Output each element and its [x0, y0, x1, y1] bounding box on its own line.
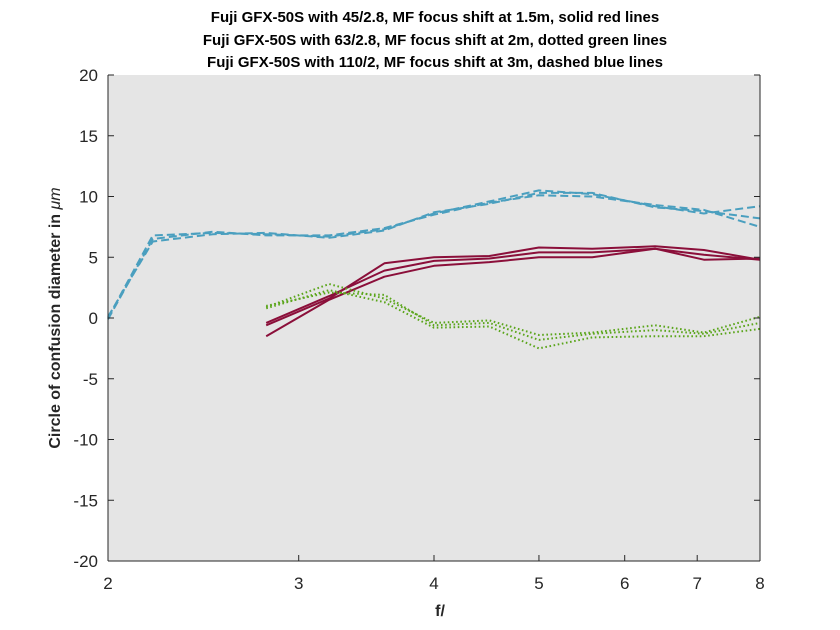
- y-axis-label-text: Circle of confusion diameter in: [47, 209, 64, 448]
- x-tick-label: 4: [429, 574, 438, 593]
- y-tick-label: -5: [83, 370, 98, 389]
- series-line-solid-3: [265, 245, 761, 327]
- chart-title-line-2: Fuji GFX-50S with 63/2.8, MF focus shift…: [203, 32, 667, 49]
- x-axis-label: f/: [435, 603, 445, 620]
- tick-layer: 2 3 4 5 6 7 8 20 15 10 5 0 -5 -10 -15 -20: [73, 66, 764, 593]
- y-tick-label: 20: [79, 66, 98, 85]
- x-tick-label: 8: [755, 574, 764, 593]
- series-line-solid-2: [265, 247, 761, 338]
- y-axis-label-unit: μm: [47, 187, 64, 210]
- chart-title-line-3: Fuji GFX-50S with 110/2, MF focus shift …: [207, 54, 663, 71]
- y-axis-label: Circle of confusion diameter in μm: [47, 187, 64, 448]
- plot-area: [108, 75, 760, 561]
- x-tick-label: 2: [103, 574, 112, 593]
- chart-title-line-1: Fuji GFX-50S with 45/2.8, MF focus shift…: [211, 9, 659, 26]
- y-tick-label: 0: [89, 309, 98, 328]
- series-line-solid-1: [265, 247, 761, 324]
- y-tick-label: -20: [73, 552, 98, 571]
- series-line-dotted-4: [265, 283, 761, 336]
- x-tick-label: 5: [534, 574, 543, 593]
- x-tick-label: 6: [620, 574, 629, 593]
- y-tick-label: -15: [73, 491, 98, 510]
- series-layer: [107, 189, 761, 350]
- series-line-dashed-9: [107, 191, 761, 318]
- series-line-dotted-5: [265, 289, 761, 350]
- y-tick-label: 15: [79, 127, 98, 146]
- y-tick-label: -10: [73, 431, 98, 450]
- series-line-dashed-8: [107, 194, 761, 320]
- x-tick-label: 3: [294, 574, 303, 593]
- x-tick-label: 7: [692, 574, 701, 593]
- y-tick-label: 10: [79, 188, 98, 207]
- series-line-dashed-7: [107, 189, 761, 319]
- y-tick-label: 5: [89, 248, 98, 267]
